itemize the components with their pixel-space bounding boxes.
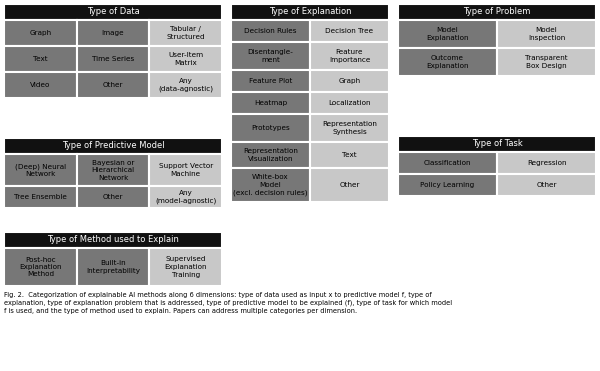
FancyBboxPatch shape (4, 46, 77, 72)
FancyBboxPatch shape (231, 168, 310, 202)
Text: Other: Other (536, 182, 557, 188)
FancyBboxPatch shape (4, 248, 77, 286)
FancyBboxPatch shape (149, 248, 222, 286)
Text: Tabular /
Structured: Tabular / Structured (166, 26, 205, 40)
FancyBboxPatch shape (231, 142, 310, 168)
Text: Type of Predictive Model: Type of Predictive Model (62, 141, 164, 151)
FancyBboxPatch shape (149, 46, 222, 72)
Text: Other: Other (339, 182, 360, 188)
Text: Fig. 2.  Categorization of explainable AI methods along 6 dimensions: type of da: Fig. 2. Categorization of explainable AI… (4, 292, 452, 315)
Text: Model
Explanation: Model Explanation (426, 27, 469, 41)
Text: Transparent
Box Design: Transparent Box Design (525, 55, 568, 69)
FancyBboxPatch shape (149, 20, 222, 46)
FancyBboxPatch shape (497, 20, 596, 48)
FancyBboxPatch shape (77, 154, 149, 186)
FancyBboxPatch shape (497, 48, 596, 76)
Text: Feature Plot: Feature Plot (249, 78, 292, 84)
Text: Text: Text (33, 56, 47, 62)
Text: Model
Inspection: Model Inspection (528, 27, 565, 41)
FancyBboxPatch shape (4, 138, 222, 154)
Text: Supervised
Explanation
Training: Supervised Explanation Training (164, 256, 207, 278)
FancyBboxPatch shape (4, 154, 77, 186)
Text: Any
(data-agnostic): Any (data-agnostic) (158, 78, 213, 92)
FancyBboxPatch shape (4, 72, 77, 98)
FancyBboxPatch shape (310, 92, 389, 114)
FancyBboxPatch shape (149, 154, 222, 186)
FancyBboxPatch shape (398, 136, 596, 152)
FancyBboxPatch shape (310, 70, 389, 92)
Text: Type of Explanation: Type of Explanation (269, 7, 351, 16)
FancyBboxPatch shape (398, 48, 497, 76)
Text: Heatmap: Heatmap (254, 100, 287, 106)
Text: Other: Other (103, 82, 123, 88)
Text: Disentangle-
ment: Disentangle- ment (248, 49, 293, 63)
Text: Video: Video (30, 82, 50, 88)
Text: Support Vector
Machine: Support Vector Machine (158, 163, 213, 177)
FancyBboxPatch shape (398, 4, 596, 20)
Text: Representation
Visualization: Representation Visualization (243, 148, 298, 162)
Text: Feature
Importance: Feature Importance (329, 49, 370, 63)
FancyBboxPatch shape (310, 42, 389, 70)
FancyBboxPatch shape (231, 70, 310, 92)
FancyBboxPatch shape (77, 186, 149, 208)
Text: Decision Rules: Decision Rules (244, 28, 297, 34)
Text: Graph: Graph (29, 30, 52, 36)
Text: Type of Problem: Type of Problem (463, 7, 530, 16)
Text: Text: Text (342, 152, 357, 158)
FancyBboxPatch shape (231, 4, 389, 20)
Text: White-box
Model
(excl. decision rules): White-box Model (excl. decision rules) (233, 174, 308, 196)
Text: Decision Tree: Decision Tree (325, 28, 374, 34)
FancyBboxPatch shape (77, 72, 149, 98)
FancyBboxPatch shape (77, 248, 149, 286)
Text: Built-in
Interpretability: Built-in Interpretability (86, 260, 140, 274)
Text: Type of Method used to Explain: Type of Method used to Explain (47, 236, 179, 244)
Text: Post-hoc
Explanation
Method: Post-hoc Explanation Method (19, 256, 62, 278)
FancyBboxPatch shape (310, 20, 389, 42)
FancyBboxPatch shape (310, 142, 389, 168)
Text: Type of Data: Type of Data (86, 7, 139, 16)
FancyBboxPatch shape (4, 4, 222, 20)
FancyBboxPatch shape (4, 186, 77, 208)
FancyBboxPatch shape (4, 232, 222, 248)
Text: Type of Task: Type of Task (472, 139, 523, 148)
FancyBboxPatch shape (497, 152, 596, 174)
FancyBboxPatch shape (149, 72, 222, 98)
FancyBboxPatch shape (398, 152, 497, 174)
Text: Policy Learning: Policy Learning (421, 182, 475, 188)
Text: Any
(model-agnostic): Any (model-agnostic) (155, 190, 216, 204)
FancyBboxPatch shape (4, 20, 77, 46)
FancyBboxPatch shape (231, 42, 310, 70)
FancyBboxPatch shape (310, 114, 389, 142)
Text: Other: Other (103, 194, 123, 200)
Text: Prototypes: Prototypes (251, 125, 290, 131)
FancyBboxPatch shape (231, 20, 310, 42)
Text: Bayesian or
Hierarchical
Network: Bayesian or Hierarchical Network (91, 160, 134, 181)
Text: Tree Ensemble: Tree Ensemble (14, 194, 67, 200)
Text: (Deep) Neural
Network: (Deep) Neural Network (15, 163, 66, 177)
FancyBboxPatch shape (149, 186, 222, 208)
Text: Outcome
Explanation: Outcome Explanation (426, 55, 469, 69)
FancyBboxPatch shape (77, 20, 149, 46)
FancyBboxPatch shape (231, 114, 310, 142)
FancyBboxPatch shape (497, 174, 596, 196)
Text: Image: Image (101, 30, 124, 36)
Text: User-Item
Matrix: User-Item Matrix (168, 52, 203, 66)
Text: Classification: Classification (424, 160, 471, 166)
Text: Localization: Localization (328, 100, 371, 106)
FancyBboxPatch shape (398, 174, 497, 196)
Text: Time Series: Time Series (92, 56, 134, 62)
FancyBboxPatch shape (310, 168, 389, 202)
FancyBboxPatch shape (398, 20, 497, 48)
Text: Graph: Graph (338, 78, 361, 84)
Text: Representation
Synthesis: Representation Synthesis (322, 121, 377, 135)
FancyBboxPatch shape (77, 46, 149, 72)
Text: Regression: Regression (527, 160, 566, 166)
FancyBboxPatch shape (231, 92, 310, 114)
